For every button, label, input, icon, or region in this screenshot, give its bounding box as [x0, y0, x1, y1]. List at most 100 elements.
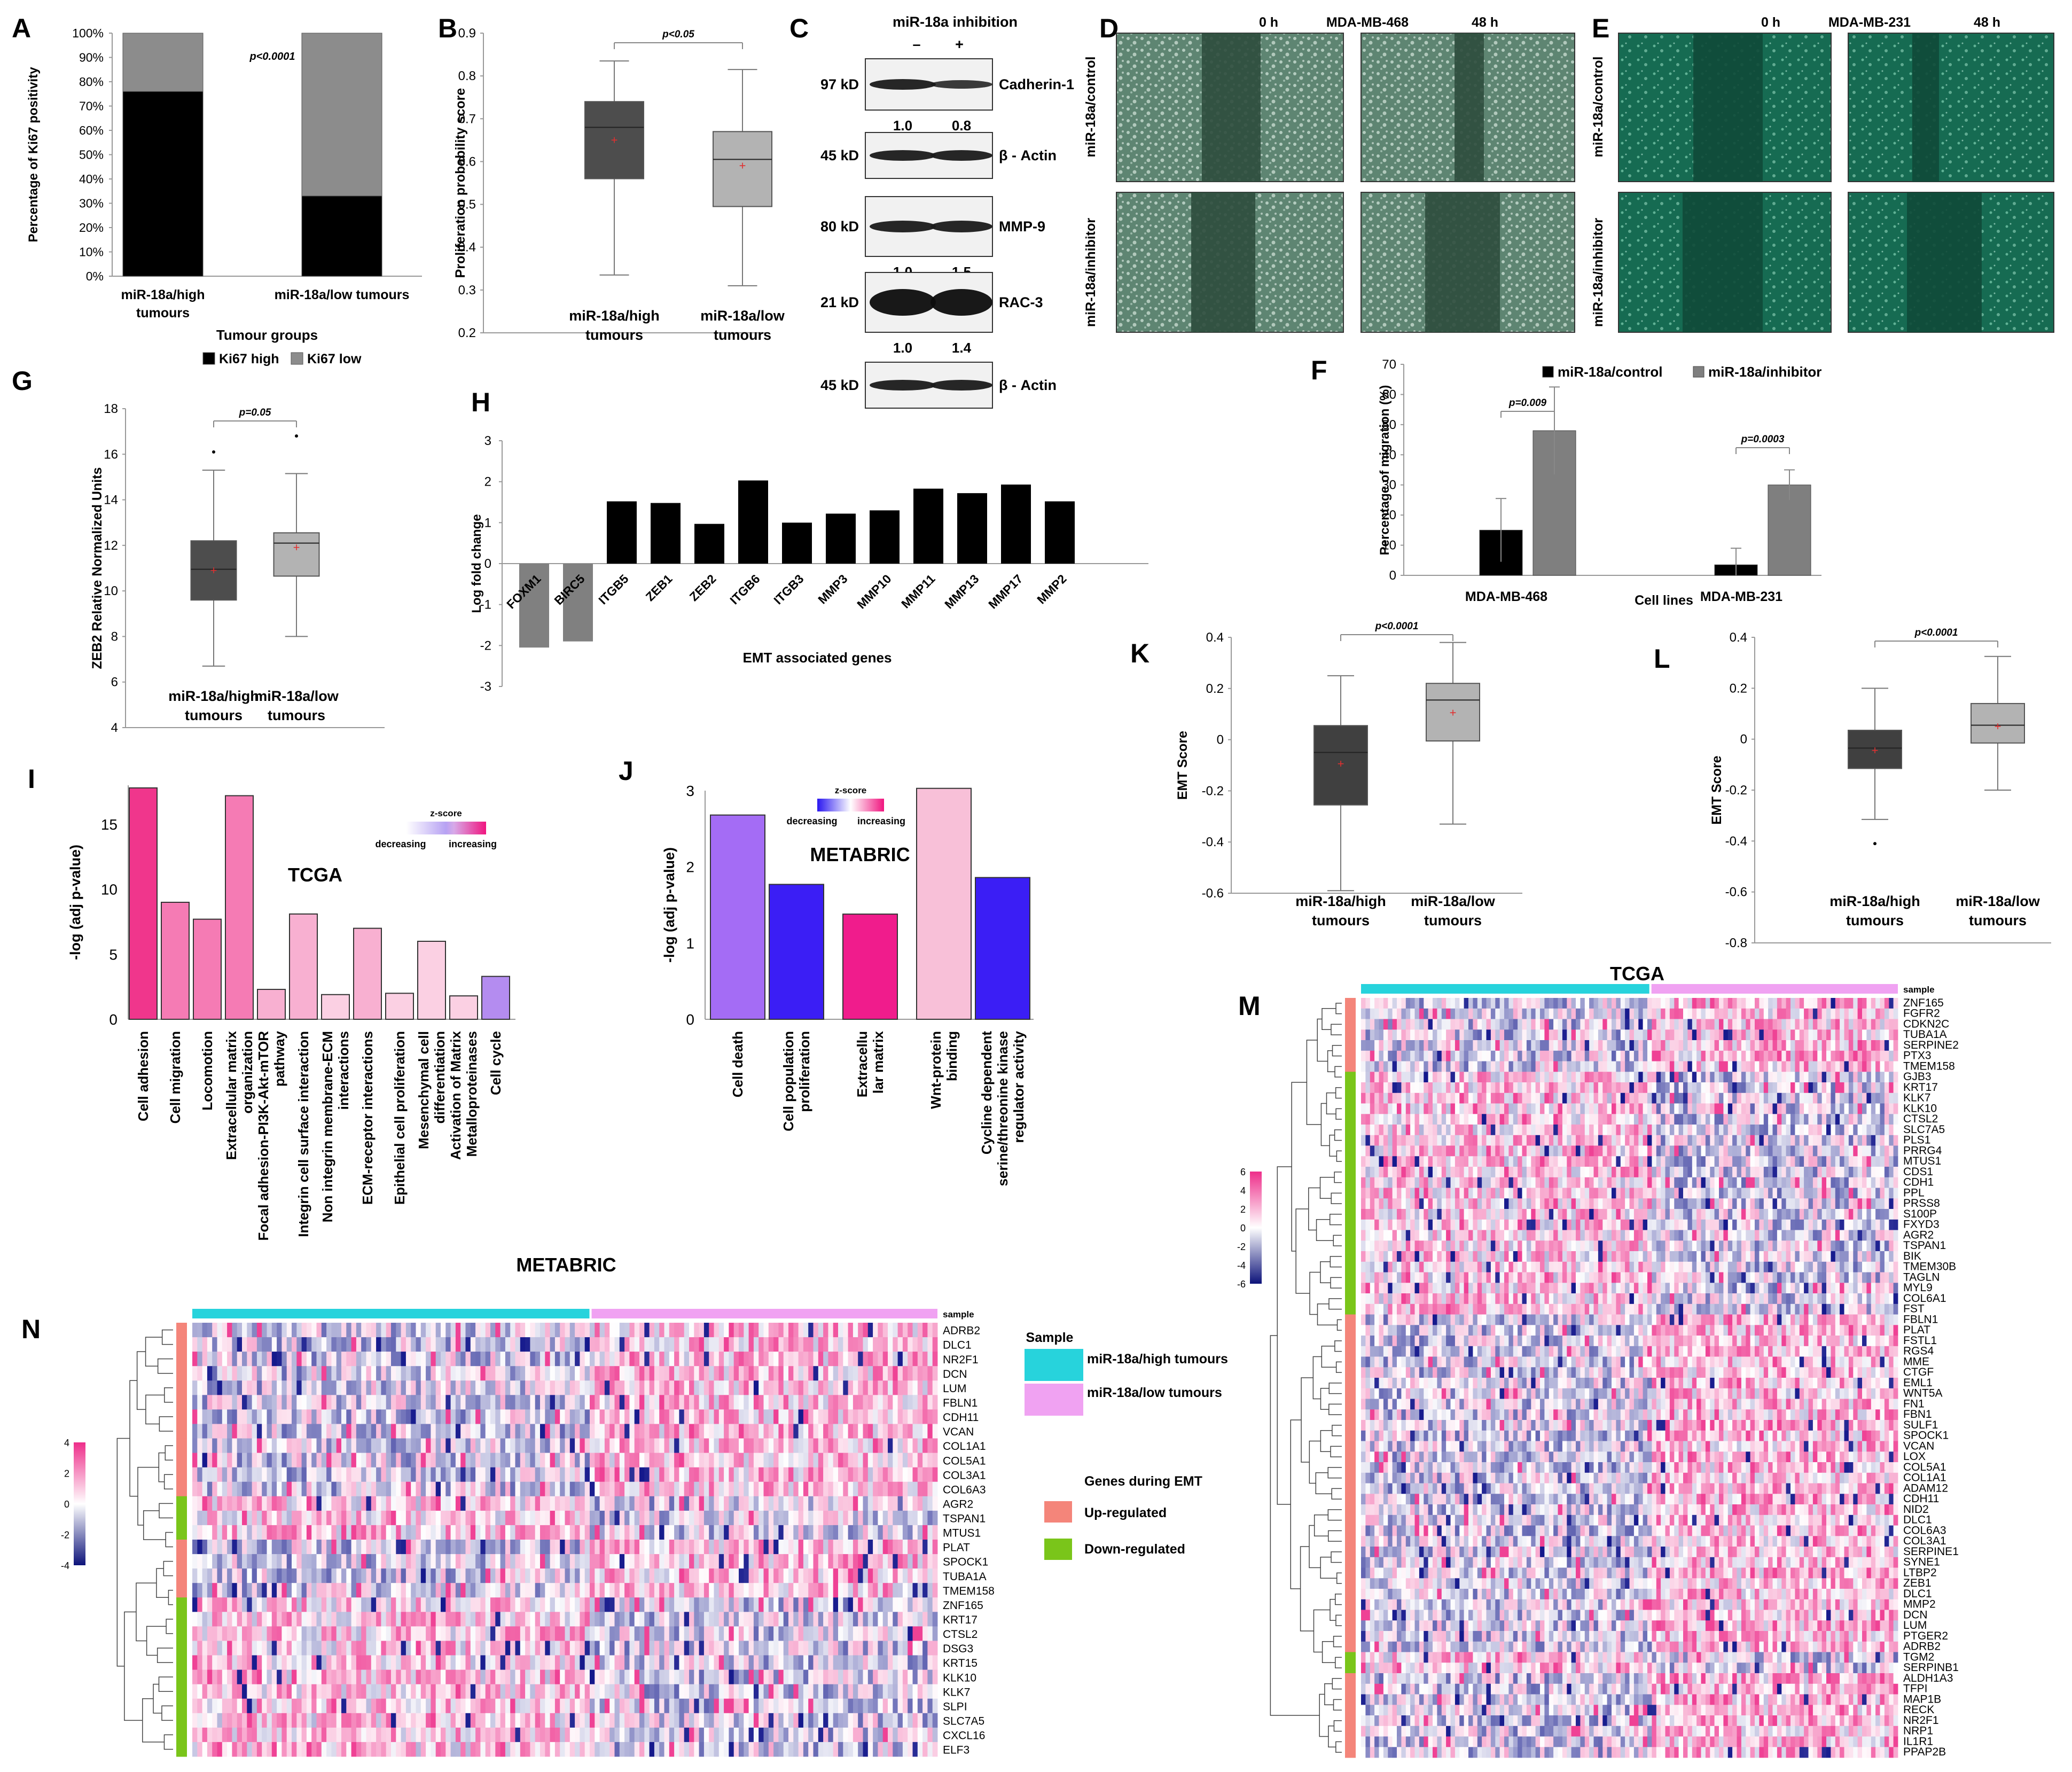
heatmap-cell	[1812, 1198, 1818, 1209]
heatmap-cell	[1705, 1167, 1710, 1178]
heatmap-cell	[1414, 1367, 1420, 1378]
heatmap-cell	[1589, 1378, 1594, 1389]
heatmap-cell	[1893, 1061, 1898, 1072]
heatmap-cell	[1737, 1167, 1742, 1178]
heatmap-cell	[1392, 1008, 1397, 1019]
heatmap-cell	[1629, 1135, 1635, 1146]
heatmap-cell	[1410, 1029, 1415, 1041]
heatmap-cell	[1379, 1072, 1384, 1083]
heatmap-cell	[1558, 1251, 1563, 1262]
heatmap-cell	[1786, 1092, 1791, 1104]
heatmap-cell	[1705, 1040, 1710, 1051]
heatmap-cell	[1705, 1356, 1710, 1368]
heatmap-cell	[1629, 1114, 1635, 1125]
heatmap-cell	[1625, 1008, 1630, 1019]
heatmap-cell	[1441, 1314, 1447, 1325]
heatmap-cell	[1459, 1103, 1465, 1114]
heatmap-cell	[1401, 1261, 1406, 1273]
panel-label-K: K	[1130, 638, 1150, 668]
heatmap-cell	[1732, 1019, 1737, 1030]
heatmap-cell	[1633, 1082, 1639, 1094]
heatmap-cell	[1441, 1336, 1447, 1347]
heatmap-cell	[1405, 1261, 1411, 1273]
heatmap-cell	[1522, 1325, 1527, 1336]
heatmap-cell	[1576, 1240, 1581, 1252]
heatmap-cell	[1656, 1125, 1661, 1136]
heatmap-cell	[1768, 1156, 1773, 1167]
heatmap-cell	[1419, 1219, 1424, 1230]
heatmap-cell	[1571, 1367, 1576, 1378]
heatmap-cell	[1862, 1378, 1867, 1389]
heatmap-cell	[1522, 1082, 1527, 1094]
heatmap-cell	[1759, 1356, 1764, 1368]
heatmap-cell	[1589, 1198, 1594, 1209]
heatmap-cell	[1414, 1019, 1420, 1030]
heatmap-cell	[1473, 1029, 1478, 1041]
heatmap-cell	[1383, 1388, 1388, 1399]
heatmap-cell	[1410, 1272, 1415, 1283]
heatmap-cell	[1817, 1114, 1823, 1125]
heatmap-cell	[1643, 1125, 1648, 1136]
heatmap-cell	[1424, 1092, 1429, 1104]
heatmap-cell	[1875, 1346, 1880, 1357]
heatmap-cell	[1638, 1029, 1644, 1041]
heatmap-cell	[1518, 1061, 1522, 1072]
heatmap-cell	[1701, 1261, 1706, 1273]
heatmap-cell	[1647, 1040, 1652, 1051]
heatmap-cell	[1490, 1145, 1496, 1157]
heatmap-cell	[1424, 1325, 1429, 1336]
heatmap-cell	[1871, 998, 1876, 1009]
heatmap-cell	[1732, 1378, 1737, 1389]
heatmap-cell	[1526, 1293, 1531, 1305]
heatmap-cell	[1490, 1251, 1496, 1262]
heatmap-cell	[1835, 1050, 1840, 1061]
heatmap-cell	[1871, 1114, 1876, 1125]
heatmap-cell	[1571, 998, 1576, 1009]
heatmap-cell	[1786, 1061, 1791, 1072]
heatmap-cell	[1428, 1188, 1433, 1199]
heatmap-cell	[1786, 1314, 1791, 1325]
heatmap-cell	[1678, 1283, 1684, 1294]
heatmap-cell	[1370, 1336, 1375, 1347]
heatmap-cell	[1652, 998, 1657, 1009]
heatmap-cell	[1544, 1325, 1550, 1336]
heatmap-cell	[1540, 1082, 1545, 1094]
heatmap-cell	[1482, 1198, 1487, 1209]
heatmap-cell	[1482, 1378, 1487, 1389]
heatmap-cell	[1714, 1251, 1719, 1262]
heatmap-cell	[1831, 1125, 1836, 1136]
heatmap-cell	[1490, 1388, 1496, 1399]
heatmap-cell	[1723, 1303, 1729, 1315]
heatmap-cell	[1701, 1188, 1706, 1199]
heatmap-cell	[1405, 1356, 1411, 1368]
y-tick-label: 10	[101, 881, 118, 898]
heatmap-cell	[1379, 1346, 1384, 1357]
heatmap-cell	[1612, 1303, 1616, 1315]
heatmap-cell	[1652, 1336, 1657, 1347]
heatmap-cell	[1392, 1230, 1397, 1241]
gene-type-cell	[1345, 1145, 1356, 1157]
heatmap-cell	[1504, 1040, 1509, 1051]
heatmap-cell	[1647, 1261, 1652, 1273]
heatmap-cell	[1893, 1367, 1898, 1378]
heatmap-cell	[1638, 1103, 1644, 1114]
heatmap-cell	[1602, 1261, 1608, 1273]
heatmap-cell	[1589, 1325, 1594, 1336]
heatmap-cell	[1857, 1145, 1863, 1157]
heatmap-cell	[1701, 1125, 1706, 1136]
heatmap-cell	[1755, 1378, 1760, 1389]
heatmap-cell	[1450, 1240, 1456, 1252]
heatmap-cell	[1705, 1336, 1710, 1347]
heatmap-cell	[1580, 1072, 1585, 1083]
x-category-label: Metalloproteinases	[464, 1031, 480, 1157]
heatmap-cell	[1450, 1251, 1456, 1262]
y-tick-label: 0.2	[1206, 682, 1224, 696]
heatmap-cell	[1531, 1114, 1536, 1125]
heatmap-cell	[1379, 1198, 1384, 1209]
heatmap-cell	[1419, 1050, 1424, 1061]
heatmap-cell	[1821, 1283, 1827, 1294]
heatmap-cell	[1848, 1008, 1854, 1019]
heatmap-cell	[1549, 1251, 1554, 1262]
heatmap-cell	[1558, 1272, 1563, 1283]
